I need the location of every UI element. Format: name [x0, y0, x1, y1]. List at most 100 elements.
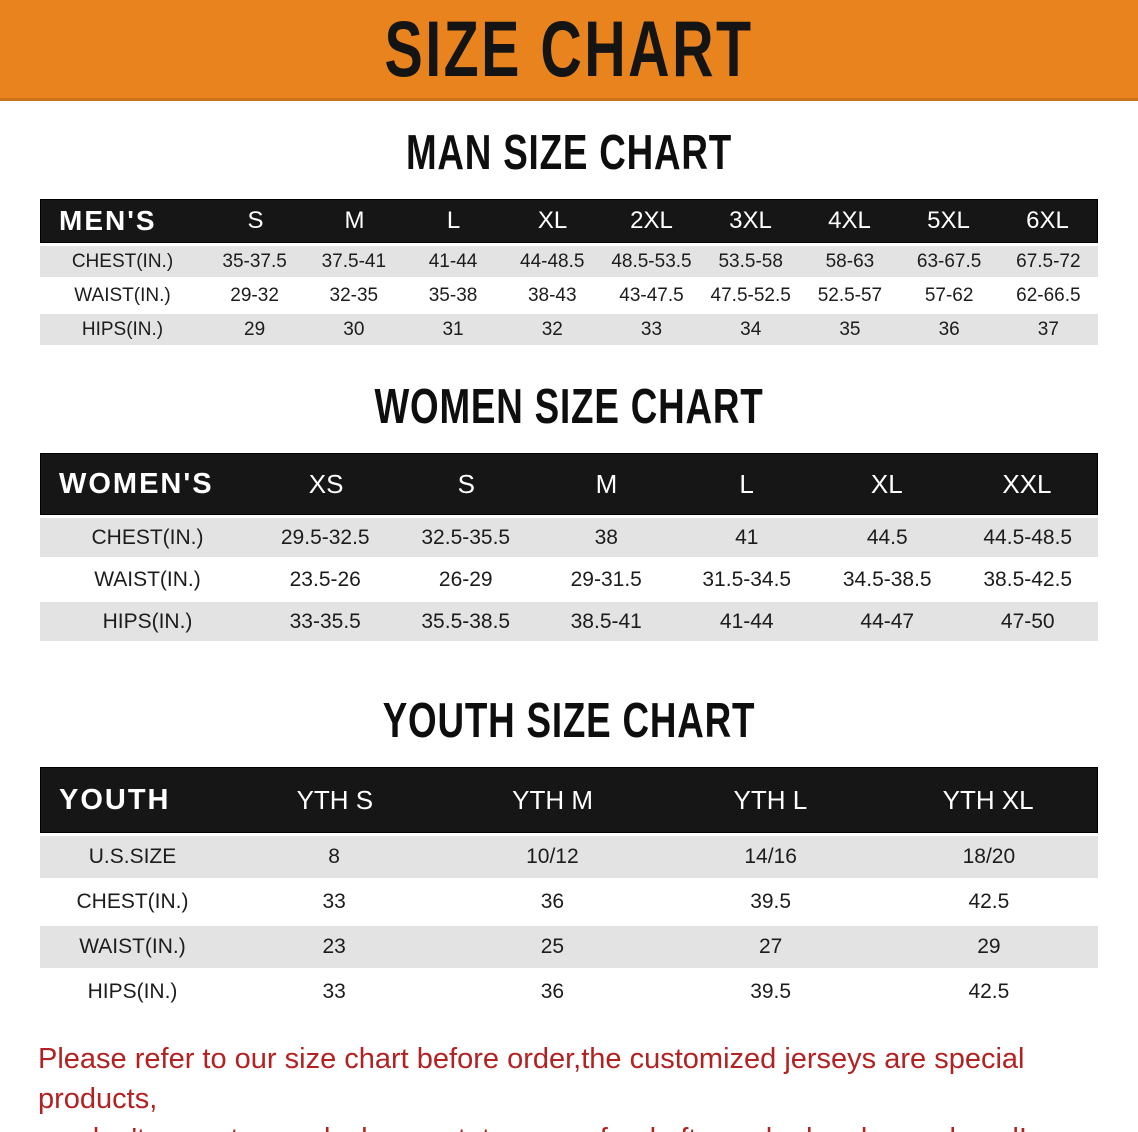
table-row: CHEST(IN.) 35-37.5 37.5-41 41-44 44-48.5 48.5…	[40, 246, 1098, 277]
measurement-cell: 25	[540, 935, 565, 958]
measurement-cell: 33	[322, 890, 346, 913]
men-section-heading: MAN SIZE CHART	[405, 124, 733, 180]
measurement-cell: 31	[442, 318, 464, 340]
row-label: WAIST(IN.)	[79, 935, 186, 958]
measurement-cell: 57-62	[924, 284, 974, 306]
size-column-header: M	[344, 207, 365, 234]
measurement-cell: 23.5-26	[289, 567, 361, 591]
table-row: WAIST(IN.) 23.5-26 26-29 29-31.5 31.5-34.5 34…	[40, 560, 1098, 599]
women-section-heading: WOMEN SIZE CHART	[374, 378, 764, 434]
measurement-cell: 41-44	[719, 609, 774, 633]
measurement-cell: 18/20	[962, 845, 1016, 868]
table-header-label: YOUTH	[59, 783, 171, 816]
measurement-cell: 34.5-38.5	[842, 567, 932, 591]
size-column-header: 4XL	[828, 207, 871, 234]
size-column-header: 3XL	[729, 207, 772, 234]
measurement-cell: 47.5-52.5	[710, 284, 791, 306]
measurement-cell: 42.5	[968, 980, 1010, 1003]
men-size-table: MEN'S S M L XL 2XL 3XL 4XL 5XL 6XL CHEST(IN.) 35-37…	[40, 199, 1098, 345]
size-column-header: M	[595, 468, 618, 499]
size-column-header: L	[739, 468, 754, 499]
table-header-row: YOUTH YTH S YTH M YTH L YTH XL	[40, 767, 1098, 833]
measurement-cell: 37	[1037, 318, 1059, 340]
measurement-cell: 29.5-32.5	[280, 525, 370, 549]
measurement-cell: 41-44	[428, 250, 478, 272]
measurement-cell: 38-43	[527, 284, 577, 306]
measurement-cell: 29	[977, 935, 1001, 958]
measurement-cell: 33	[640, 318, 663, 340]
table-row: U.S.SIZE 8 10/12 14/16 18/20	[40, 836, 1098, 878]
disclaimer-line-2: we don't accept cancel, change, teturn o…	[38, 1119, 1100, 1132]
section-youth: YOUTH SIZE CHART YOUTH YTH S YTH M YTH L YTH…	[0, 692, 1138, 1013]
table-row: CHEST(IN.) 33 36 39.5 42.5	[40, 881, 1098, 923]
measurement-cell: 39.5	[750, 890, 792, 913]
size-column-header: 5XL	[927, 207, 970, 234]
size-column-header: 6XL	[1026, 207, 1069, 234]
row-label: HIPS(IN.)	[102, 609, 193, 633]
measurement-cell: 36	[540, 980, 565, 1003]
measurement-cell: 29-32	[230, 284, 279, 306]
measurement-cell: 37.5-41	[321, 250, 387, 272]
youth-size-table: YOUTH YTH S YTH M YTH L YTH XL U.S.SIZE 8 10/12…	[40, 767, 1098, 1013]
section-men: MAN SIZE CHART MEN'S S M L XL 2XL 3XL 4XL 5XL 6XL…	[0, 124, 1138, 345]
measurement-cell: 48.5-53.5	[611, 250, 692, 272]
size-column-header: L	[446, 207, 461, 234]
measurement-cell: 44.5	[866, 525, 908, 549]
measurement-cell: 32-35	[329, 284, 379, 306]
row-label: WAIST(IN.)	[94, 567, 201, 591]
measurement-cell: 44-48.5	[520, 250, 585, 272]
table-row: HIPS(IN.) 33 36 39.5 42.5	[40, 971, 1098, 1013]
measurement-cell: 44-47	[860, 609, 915, 633]
size-column-header: S	[457, 468, 475, 499]
measurement-cell: 27	[758, 935, 783, 958]
measurement-cell: 36	[540, 890, 565, 913]
measurement-cell: 29	[244, 318, 266, 340]
table-header-label: WOMEN'S	[59, 467, 214, 500]
section-women: WOMEN SIZE CHART WOMEN'S XS S M L XL XXL CHEST(…	[0, 378, 1138, 641]
measurement-cell: 38.5-42.5	[983, 567, 1073, 591]
measurement-cell: 34	[740, 318, 762, 340]
size-column-header: YTH S	[296, 784, 374, 815]
measurement-cell: 36	[938, 318, 960, 340]
measurement-cell: 8	[328, 845, 340, 868]
measurement-cell: 43-47.5	[619, 284, 684, 306]
row-label: CHEST(IN.)	[71, 250, 174, 272]
measurement-cell: 47-50	[1000, 609, 1055, 633]
women-size-table: WOMEN'S XS S M L XL XXL CHEST(IN.) 29.5-32.5 32.5…	[40, 453, 1098, 641]
measurement-cell: 32.5-35.5	[421, 525, 511, 549]
row-label: U.S.SIZE	[88, 845, 177, 868]
measurement-cell: 29-31.5	[570, 567, 642, 591]
size-column-header: S	[247, 207, 264, 234]
measurement-cell: 30	[343, 318, 365, 340]
size-column-header: XS	[308, 468, 344, 499]
measurement-cell: 52.5-57	[817, 284, 883, 306]
disclaimer-note: Please refer to our size chart before or…	[38, 1039, 1100, 1132]
size-column-header: YTH XL	[942, 784, 1034, 815]
size-column-header: 2XL	[630, 207, 673, 234]
measurement-cell: 14/16	[744, 845, 797, 868]
table-row: CHEST(IN.) 29.5-32.5 32.5-35.5 38 41 44.5 44.5…	[40, 518, 1098, 557]
measurement-cell: 10/12	[526, 845, 579, 868]
youth-section-heading: YOUTH SIZE CHART	[382, 692, 756, 748]
measurement-cell: 41	[735, 525, 759, 549]
size-column-header: XL	[537, 207, 568, 234]
measurement-cell: 44.5-48.5	[983, 525, 1073, 549]
row-label: HIPS(IN.)	[87, 980, 178, 1003]
table-row: HIPS(IN.) 33-35.5 35.5-38.5 38.5-41 41-44 44-…	[40, 602, 1098, 641]
measurement-cell: 32	[541, 318, 563, 340]
measurement-cell: 38.5-41	[570, 609, 642, 633]
measurement-cell: 33-35.5	[289, 609, 361, 633]
disclaimer-line-1: Please refer to our size chart before or…	[38, 1043, 1025, 1116]
table-row: HIPS(IN.) 29 30 31 32 33 34 35 36 37	[40, 314, 1098, 345]
measurement-cell: 53.5-58	[718, 250, 783, 272]
table-header-row: MEN'S S M L XL 2XL 3XL 4XL 5XL 6XL	[40, 199, 1098, 243]
size-column-header: XL	[870, 468, 903, 499]
measurement-cell: 35.5-38.5	[421, 609, 511, 633]
table-row: WAIST(IN.) 29-32 32-35 35-38 38-43 43-47.5 47.…	[40, 280, 1098, 311]
table-header-label: MEN'S	[59, 205, 157, 236]
banner-title: SIZE CHART	[384, 5, 754, 93]
size-column-header: XXL	[1002, 468, 1052, 499]
measurement-cell: 39.5	[750, 980, 792, 1003]
measurement-cell: 23	[322, 935, 346, 958]
